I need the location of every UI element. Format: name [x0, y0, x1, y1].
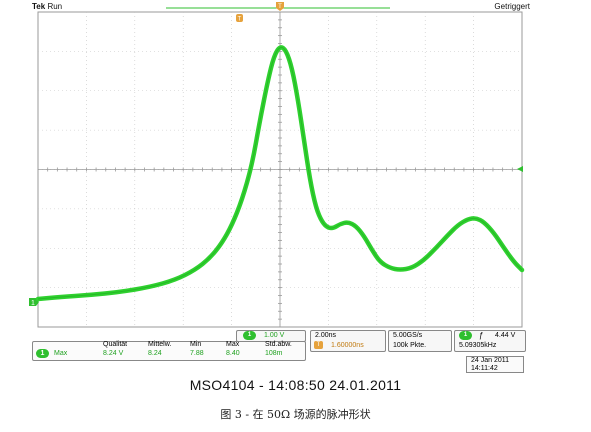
date-label: 24 Jan 2011 [471, 357, 510, 364]
channel-badge: 1 [243, 331, 256, 340]
trigger-box[interactable]: 1 ƒ 4.44 V 5.09305kHz [454, 330, 526, 352]
trigger-level-marker [517, 166, 523, 172]
measurement-value: 7.88 [190, 350, 204, 357]
measurement-value: 108m [265, 350, 283, 357]
scope-status: Tek Run [32, 2, 62, 11]
measurement-value: 8.24 V [103, 350, 124, 357]
time-label: 14:11:42 [471, 365, 498, 372]
svg-text:T: T [238, 17, 242, 23]
trigger-slope-icon: ƒ [479, 331, 484, 340]
measurement-header: Mittelw. [148, 341, 172, 348]
measurement-header: Std.abw. [265, 341, 292, 348]
time-position: 1.60000ns [331, 342, 364, 349]
trigger-position-marker: T [276, 2, 284, 11]
measurement-value: 8.40 [226, 350, 240, 357]
sample-rate: 5.00GS/s [393, 332, 423, 339]
measurement-panel[interactable]: Qualität Mittelw. Min Max Std.abw. 1 Max… [32, 341, 306, 361]
horizontal-position-marker: T [236, 14, 243, 23]
graticule-grid [38, 12, 522, 327]
measurement-name: Max [54, 350, 68, 357]
figure-title: MSO4104 - 14:08:50 24.01.2011 [189, 377, 402, 393]
figure-caption: 图 3 - 在 50Ω 场源的脉冲形状 [220, 408, 371, 421]
measurement-header: Qualität [103, 341, 128, 348]
trigger-level: 4.44 V [495, 332, 516, 339]
svg-text:T: T [278, 4, 282, 10]
svg-text:1: 1 [31, 300, 35, 307]
waveform-trace-envelope [37, 46, 523, 300]
timebase-box[interactable]: 2.00ns T 1.60000ns [310, 330, 386, 352]
measurement-value: 8.24 [148, 350, 162, 357]
run-state: Run [47, 2, 63, 11]
brand-label: Tek [32, 2, 46, 11]
waveform-display: T T 1 [29, 2, 525, 328]
trigger-badge: 1 [459, 331, 472, 340]
channel-scale: 1.00 V [264, 332, 285, 339]
measurement-header: Min [190, 341, 202, 348]
time-scale: 2.00ns [315, 332, 337, 339]
delay-icon: T [314, 341, 323, 349]
acquisition-box[interactable]: 5.00GS/s 100k Pkte. [388, 330, 452, 352]
trigger-status: Getriggert [494, 2, 530, 11]
date-time-box: 24 Jan 2011 14:11:42 [466, 356, 524, 373]
measurement-badge: 1 [36, 349, 49, 358]
record-length: 100k Pkte. [393, 342, 427, 349]
trigger-frequency: 5.09305kHz [459, 342, 497, 349]
measurement-header: Max [226, 341, 240, 348]
